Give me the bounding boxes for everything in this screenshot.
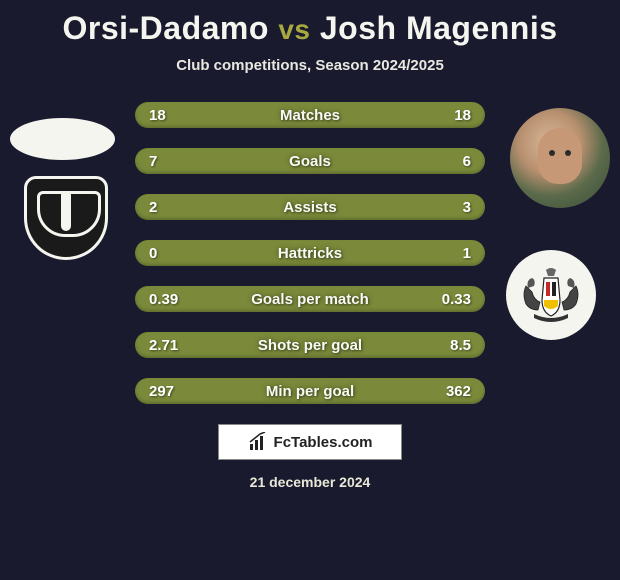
player1-name: Orsi-Dadamo [62, 10, 268, 46]
stat-row: 2 Assists 3 [135, 194, 485, 220]
player-headshot-icon [510, 108, 610, 208]
stat-metric-label: Min per goal [266, 383, 354, 400]
stat-row: 7 Goals 6 [135, 148, 485, 174]
stat-left-value: 0 [149, 245, 189, 262]
player1-club-crest [24, 176, 114, 266]
stat-metric-label: Matches [280, 107, 340, 124]
stat-right-value: 18 [431, 107, 471, 124]
stat-row: 0 Hattricks 1 [135, 240, 485, 266]
stat-right-value: 3 [431, 199, 471, 216]
stat-left-value: 0.39 [149, 291, 189, 308]
chart-icon [248, 432, 268, 452]
logo-text: FcTables.com [274, 434, 373, 451]
stat-row: 18 Matches 18 [135, 102, 485, 128]
player2-photo [510, 108, 610, 208]
stat-metric-label: Assists [283, 199, 336, 216]
site-logo: FcTables.com [218, 424, 402, 460]
stat-right-value: 0.33 [431, 291, 471, 308]
stat-row: 297 Min per goal 362 [135, 378, 485, 404]
stat-left-value: 2 [149, 199, 189, 216]
stat-rows: 18 Matches 18 7 Goals 6 2 Assists 3 0 Hattricks 1 0.… [135, 102, 485, 404]
player2-name: Josh Magennis [320, 10, 558, 46]
stat-right-value: 1 [431, 245, 471, 262]
player-silhouette-icon [10, 118, 115, 160]
stat-right-value: 6 [431, 153, 471, 170]
stat-left-value: 297 [149, 383, 189, 400]
date-text: 21 december 2024 [0, 474, 620, 490]
stat-left-value: 2.71 [149, 337, 189, 354]
stat-metric-label: Goals [289, 153, 331, 170]
stat-metric-label: Hattricks [278, 245, 342, 262]
stat-row: 0.39 Goals per match 0.33 [135, 286, 485, 312]
subtitle: Club competitions, Season 2024/2025 [0, 57, 620, 74]
comparison-title: Orsi-Dadamo vs Josh Magennis [0, 0, 620, 47]
stat-left-value: 7 [149, 153, 189, 170]
stat-row: 2.71 Shots per goal 8.5 [135, 332, 485, 358]
heraldic-crest-icon [506, 250, 596, 340]
stat-metric-label: Shots per goal [258, 337, 362, 354]
stat-right-value: 8.5 [431, 337, 471, 354]
stat-left-value: 18 [149, 107, 189, 124]
stat-metric-label: Goals per match [251, 291, 369, 308]
stat-right-value: 362 [431, 383, 471, 400]
player2-club-crest [506, 250, 596, 340]
shield-icon [24, 176, 108, 260]
vs-separator: vs [278, 14, 310, 45]
